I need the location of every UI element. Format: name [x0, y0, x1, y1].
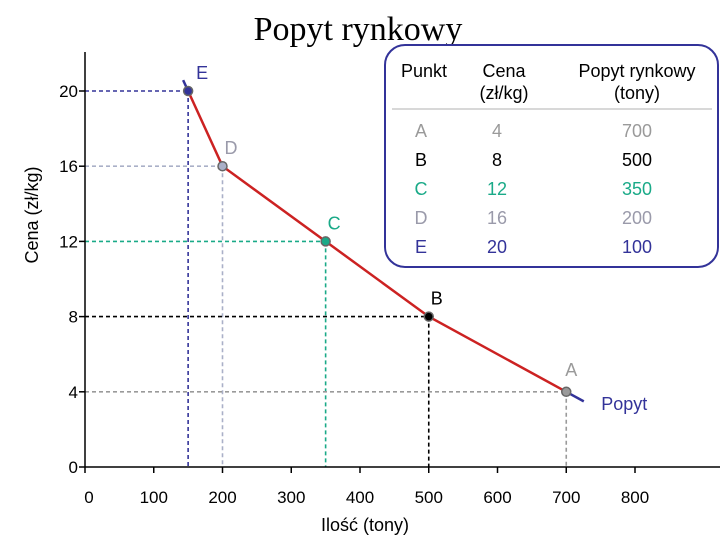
x-tick-label: 200	[208, 488, 236, 507]
series-label-popyt: Popyt	[601, 394, 647, 414]
point-label-e: E	[196, 63, 208, 83]
point-label-d: D	[225, 138, 238, 158]
table-header: Popyt rynkowy (tony)	[578, 61, 695, 103]
x-tick-label: 100	[140, 488, 168, 507]
table-cell-price: 4	[492, 121, 502, 141]
table-cell-point: D	[415, 208, 428, 228]
x-axis-label: Ilość (tony)	[321, 515, 409, 535]
y-tick-label: 12	[59, 232, 78, 251]
table-cell-price: 8	[492, 150, 502, 170]
point-label-b: B	[431, 289, 443, 309]
point-c	[320, 236, 331, 247]
table-cell-price: 12	[487, 179, 507, 199]
table-cell-point: B	[415, 150, 427, 170]
y-axis-label: Cena (zł/kg)	[22, 166, 42, 263]
point-label-a: A	[565, 360, 577, 380]
x-tick-label: 600	[483, 488, 511, 507]
table-cell-demand: 200	[622, 208, 652, 228]
y-tick-label: 8	[69, 308, 78, 327]
table-cell-point: A	[415, 121, 427, 141]
x-tick-label: 300	[277, 488, 305, 507]
table-cell-demand: 700	[622, 121, 652, 141]
point-d	[217, 160, 228, 172]
x-tick-label: 500	[415, 488, 443, 507]
y-tick-label: 20	[59, 82, 78, 101]
x-tick-label: 0	[84, 488, 93, 507]
table-cell-demand: 350	[622, 179, 652, 199]
point-a	[561, 386, 572, 398]
x-tick-label: 400	[346, 488, 374, 507]
point-label-c: C	[328, 213, 341, 233]
table-header: Cena (zł/kg)	[480, 61, 529, 103]
table-header: Punkt	[401, 61, 447, 81]
table-cell-price: 20	[487, 237, 507, 257]
y-tick-label: 0	[69, 458, 78, 477]
table-cell-price: 16	[487, 208, 507, 228]
point-e	[182, 85, 194, 97]
table-cell-point: C	[415, 179, 428, 199]
y-ticks: 0 4 8 12 16 20	[59, 82, 85, 477]
x-ticks: 0 100 200 300 400 500 600 700 800	[84, 467, 649, 507]
table-header-line: Cena	[482, 61, 526, 81]
x-tick-label: 800	[621, 488, 649, 507]
table-header-line: (tony)	[614, 83, 660, 103]
table-header-line: Punkt	[401, 61, 447, 81]
data-table-box	[384, 44, 719, 268]
x-tick-label: 700	[552, 488, 580, 507]
table-cell-point: E	[415, 237, 427, 257]
point-b	[423, 311, 434, 322]
table-cell-demand: 500	[622, 150, 652, 170]
y-tick-label: 4	[69, 383, 78, 402]
table-header-line: (zł/kg)	[480, 83, 529, 103]
table-header-line: Popyt rynkowy	[578, 61, 695, 81]
data-table: Punkt Cena (zł/kg) Popyt rynkowy (tony) A 4 700…	[401, 61, 696, 257]
chart-title: Popyt rynkowy	[254, 11, 463, 48]
y-tick-label: 16	[59, 157, 78, 176]
guide-lines	[85, 90, 568, 467]
table-cell-demand: 100	[622, 237, 652, 257]
